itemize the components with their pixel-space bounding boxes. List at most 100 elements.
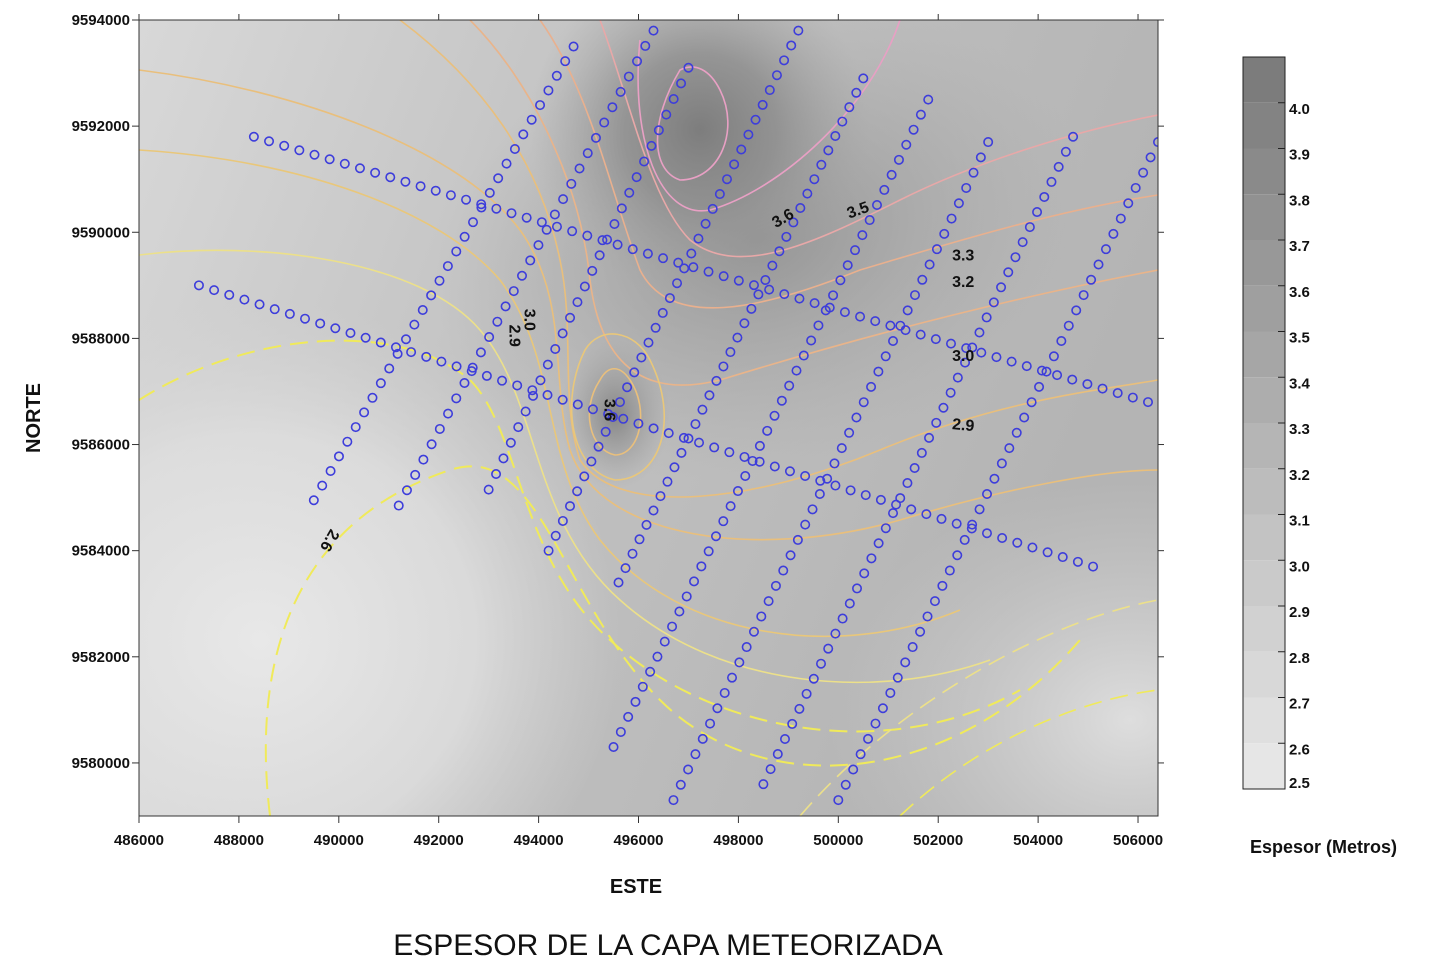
survey-point bbox=[791, 365, 802, 376]
contour-line bbox=[656, 66, 729, 181]
survey-point bbox=[833, 795, 844, 806]
survey-point bbox=[645, 666, 656, 677]
survey-point bbox=[908, 124, 919, 135]
survey-point bbox=[703, 546, 714, 557]
survey-point bbox=[764, 85, 775, 96]
colorbar-label: 2.8 bbox=[1289, 650, 1310, 667]
survey-point bbox=[866, 553, 877, 564]
survey-point bbox=[467, 362, 478, 373]
survey-point bbox=[725, 501, 736, 512]
survey-point bbox=[1042, 547, 1053, 558]
survey-point bbox=[360, 332, 371, 343]
survey-point bbox=[608, 742, 619, 753]
survey-point bbox=[451, 246, 462, 257]
survey-point bbox=[533, 240, 544, 251]
x-tick-label: 500000 bbox=[813, 832, 863, 849]
survey-point bbox=[975, 152, 986, 163]
survey-point bbox=[988, 297, 999, 308]
survey-point bbox=[892, 672, 903, 683]
colorbar-band bbox=[1243, 468, 1285, 515]
survey-point bbox=[557, 515, 568, 526]
survey-point bbox=[697, 733, 708, 744]
survey-point bbox=[718, 361, 729, 372]
survey-point bbox=[481, 370, 492, 381]
survey-point bbox=[966, 523, 977, 534]
survey-point bbox=[1108, 228, 1119, 239]
survey-point bbox=[614, 397, 625, 408]
x-tick-label: 496000 bbox=[613, 832, 663, 849]
x-tick-label: 490000 bbox=[314, 832, 364, 849]
survey-point bbox=[1060, 146, 1071, 157]
contour-label: 3.3 bbox=[952, 247, 974, 264]
survey-point bbox=[579, 281, 590, 292]
survey-point bbox=[239, 294, 250, 305]
survey-point bbox=[683, 433, 694, 444]
survey-point bbox=[769, 410, 780, 421]
survey-point bbox=[1130, 182, 1141, 193]
survey-point bbox=[1088, 561, 1099, 572]
survey-point bbox=[705, 718, 716, 729]
survey-point bbox=[300, 313, 311, 324]
survey-point bbox=[392, 348, 403, 359]
colorbar-band bbox=[1243, 697, 1285, 744]
survey-point bbox=[835, 275, 846, 286]
colorbar-label: 3.9 bbox=[1289, 147, 1310, 164]
contour-line bbox=[264, 465, 1081, 816]
survey-point bbox=[642, 248, 653, 259]
survey-point bbox=[741, 642, 752, 653]
survey-point bbox=[264, 136, 275, 147]
survey-point bbox=[526, 114, 537, 125]
survey-point bbox=[350, 422, 361, 433]
survey-point bbox=[690, 749, 701, 760]
survey-point bbox=[646, 140, 657, 151]
survey-point bbox=[370, 167, 381, 178]
survey-point bbox=[1153, 137, 1158, 148]
survey-point bbox=[981, 312, 992, 323]
survey-point bbox=[794, 293, 805, 304]
survey-point bbox=[885, 687, 896, 698]
survey-point bbox=[648, 505, 659, 516]
colorbar-label: 2.6 bbox=[1289, 741, 1310, 758]
survey-point bbox=[750, 114, 761, 125]
survey-point bbox=[732, 332, 743, 343]
contour-label: 3.0 bbox=[952, 348, 974, 365]
survey-point bbox=[1011, 427, 1022, 438]
survey-point bbox=[484, 332, 495, 343]
high-zone-main bbox=[530, 20, 870, 300]
survey-point bbox=[476, 199, 487, 210]
survey-point bbox=[734, 657, 745, 668]
survey-point bbox=[674, 606, 685, 617]
survey-point bbox=[703, 266, 714, 277]
survey-point bbox=[436, 356, 447, 367]
survey-point bbox=[806, 335, 817, 346]
survey-point bbox=[1003, 267, 1014, 278]
survey-point bbox=[830, 130, 841, 141]
survey-point bbox=[632, 56, 643, 67]
survey-point bbox=[582, 148, 593, 159]
survey-point bbox=[711, 375, 722, 386]
survey-point bbox=[885, 320, 896, 331]
survey-point bbox=[946, 213, 957, 224]
survey-point bbox=[1097, 383, 1108, 394]
survey-point bbox=[813, 320, 824, 331]
survey-point bbox=[787, 718, 798, 729]
survey-point bbox=[931, 417, 942, 428]
contour-label: 3.2 bbox=[952, 274, 974, 291]
survey-point bbox=[880, 523, 891, 534]
survey-point bbox=[746, 303, 757, 314]
colorbar-label: 3.4 bbox=[1289, 375, 1311, 392]
survey-point bbox=[345, 328, 356, 339]
survey-point bbox=[643, 337, 654, 348]
survey-point bbox=[443, 408, 454, 419]
survey-point bbox=[781, 231, 792, 242]
survey-point bbox=[786, 40, 797, 51]
survey-point bbox=[1057, 552, 1068, 563]
survey-point bbox=[1086, 274, 1097, 285]
survey-point bbox=[976, 347, 987, 358]
survey-point bbox=[568, 41, 579, 52]
survey-point bbox=[668, 94, 679, 105]
colorbar-band bbox=[1243, 148, 1285, 195]
survey-point bbox=[508, 286, 519, 297]
